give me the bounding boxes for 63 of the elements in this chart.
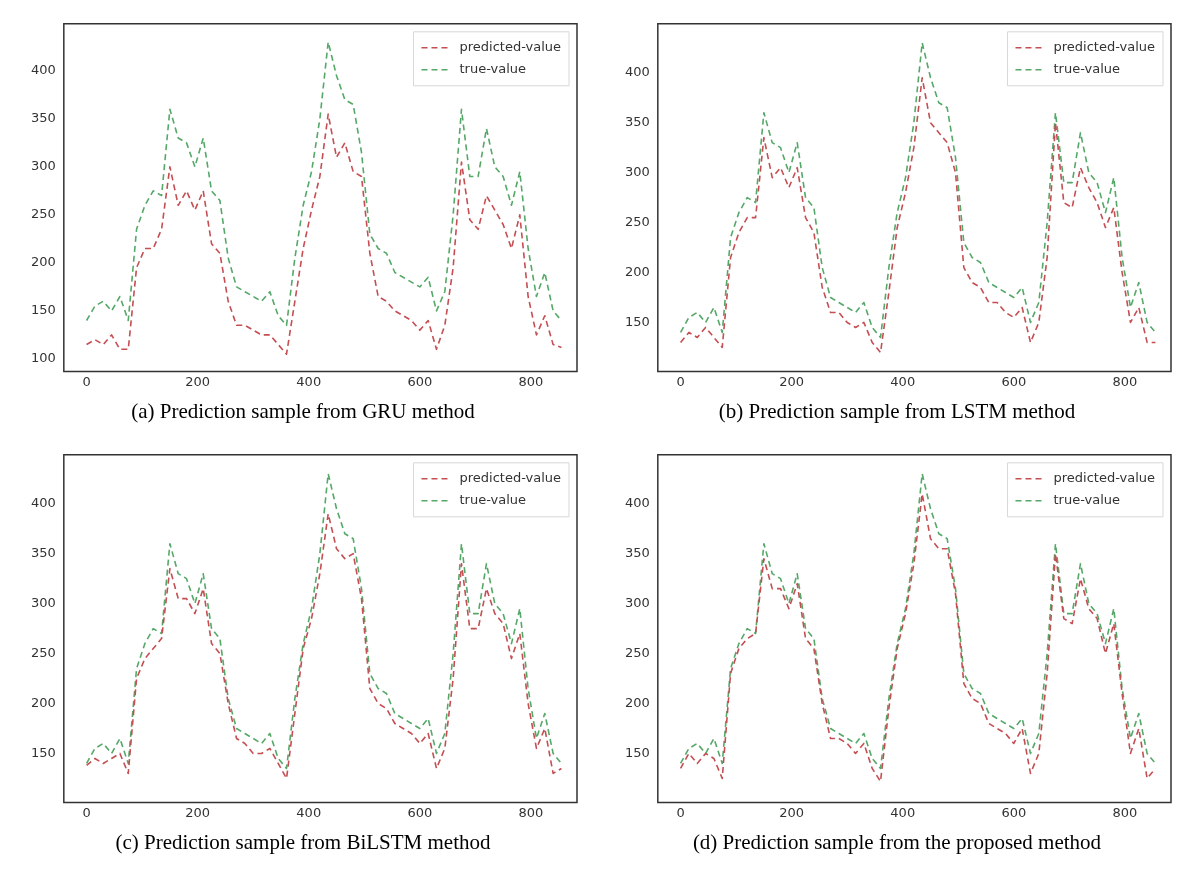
y-tick-label: 200: [624, 263, 650, 279]
line-series: [85, 472, 563, 770]
y-tick-label: 350: [624, 114, 650, 130]
y-tick-label: 150: [624, 313, 650, 329]
y-tick-label: 350: [30, 545, 56, 561]
line-series: [85, 41, 563, 327]
legend-label: predicted-value: [459, 39, 562, 55]
y-tick-label: 250: [30, 644, 56, 660]
x-tick-label: 0: [676, 804, 685, 820]
x-tick-label: 200: [779, 373, 805, 389]
text: (b) Prediction sample from LSTM method: [717, 399, 1077, 425]
x-tick-label: 400: [890, 373, 916, 389]
y-tick-label: 200: [624, 694, 650, 710]
x-tick-label: 800: [518, 373, 544, 389]
y-tick-label: 300: [30, 158, 56, 174]
y-tick-label: 250: [624, 644, 650, 660]
x-tick-label: 200: [779, 804, 805, 820]
x-tick-label: 400: [890, 804, 916, 820]
y-tick-label: 100: [30, 350, 56, 366]
line-series: [85, 512, 563, 780]
y-tick-label: 150: [30, 744, 56, 760]
x-tick-label: 400: [296, 373, 322, 389]
legend-label: true-value: [1053, 492, 1121, 508]
legend-label: predicted-value: [459, 470, 562, 486]
x-tick-label: 0: [82, 373, 91, 389]
x-tick-label: 400: [296, 804, 322, 820]
y-tick-label: 200: [30, 694, 56, 710]
legend-label: true-value: [459, 492, 527, 508]
line-series: [679, 41, 1157, 339]
y-tick-label: 400: [30, 495, 56, 511]
y-tick-label: 150: [30, 302, 56, 318]
line-series: [679, 76, 1157, 354]
y-tick-label: 400: [624, 64, 650, 80]
x-tick-label: 200: [185, 804, 211, 820]
text: (a) Prediction sample from GRU method: [130, 399, 476, 425]
y-tick-label: 400: [624, 495, 650, 511]
line-series: [85, 113, 563, 355]
y-tick-label: 350: [30, 110, 56, 126]
x-tick-label: 200: [185, 373, 211, 389]
y-tick-label: 250: [30, 206, 56, 222]
x-tick-label: 600: [1001, 373, 1027, 389]
y-tick-label: 350: [624, 545, 650, 561]
text: (d) Prediction sample from the proposed method: [691, 830, 1103, 856]
text: (c) Prediction sample from BiLSTM method: [114, 830, 492, 856]
y-tick-label: 250: [624, 213, 650, 229]
legend-label: predicted-value: [1053, 39, 1156, 55]
x-tick-label: 800: [518, 804, 544, 820]
legend-label: true-value: [459, 61, 527, 77]
x-tick-label: 600: [1001, 804, 1027, 820]
y-tick-label: 200: [30, 254, 56, 270]
y-tick-label: 150: [624, 744, 650, 760]
x-tick-label: 0: [676, 373, 685, 389]
x-tick-label: 600: [407, 804, 433, 820]
x-tick-label: 800: [1112, 804, 1138, 820]
x-tick-label: 800: [1112, 373, 1138, 389]
legend-label: true-value: [1053, 61, 1121, 77]
legend-label: predicted-value: [1053, 470, 1156, 486]
y-tick-label: 300: [30, 595, 56, 610]
x-tick-label: 0: [82, 804, 91, 820]
y-tick-label: 300: [624, 595, 650, 610]
y-tick-label: 400: [30, 62, 56, 78]
y-tick-label: 300: [624, 164, 650, 179]
x-tick-label: 600: [407, 373, 433, 389]
